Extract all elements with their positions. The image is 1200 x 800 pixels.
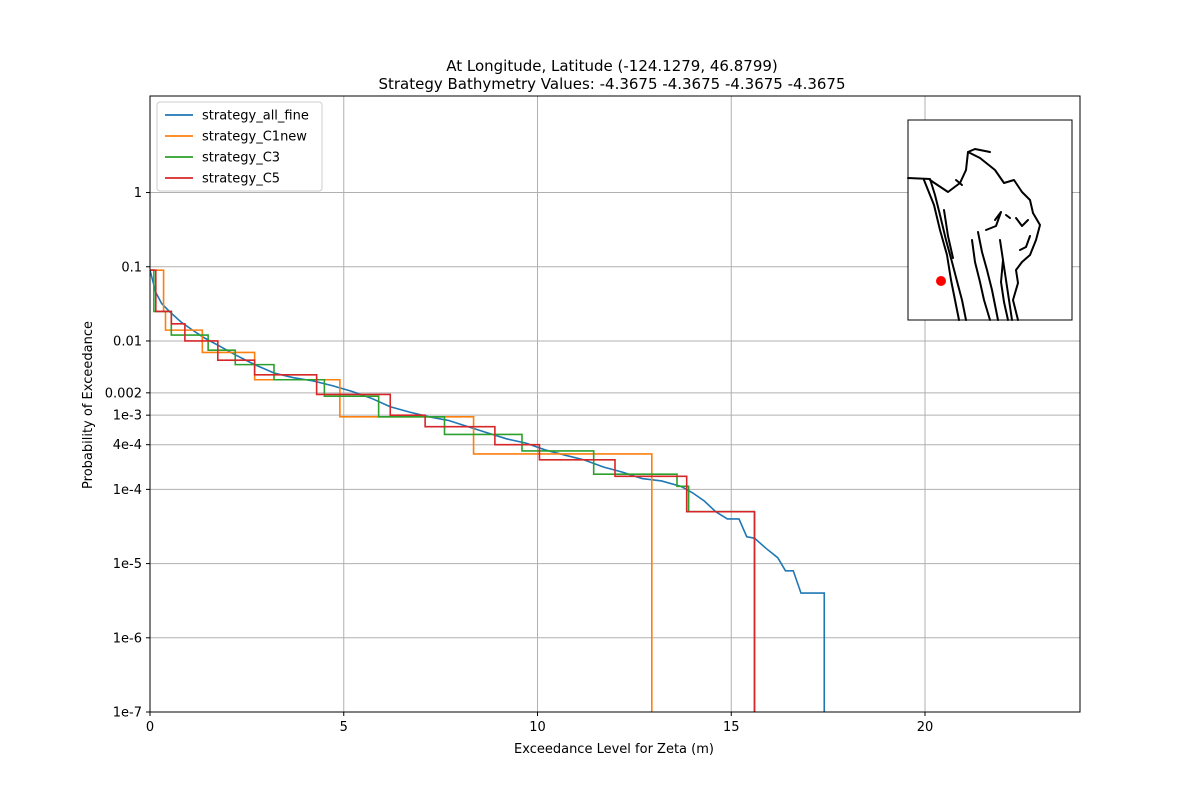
x-tick-label: 5 bbox=[340, 720, 348, 735]
y-axis-label: Probability of Exceedance bbox=[81, 321, 96, 489]
y-tick-label: 4e-4 bbox=[113, 438, 142, 453]
y-tick-label: 1 bbox=[134, 186, 142, 201]
series-lines bbox=[150, 269, 826, 712]
axes: 0 5 10 15 20 1e-7 1e-6 1e-5 1e-4 4e-4 1e-3 0.002 0.0… bbox=[105, 95, 1081, 735]
series-line-strategy_C5 bbox=[150, 269, 756, 712]
coastline-shape bbox=[907, 148, 1041, 321]
x-tick-label: 0 bbox=[146, 720, 154, 735]
legend-box bbox=[156, 101, 323, 192]
legend-label-strategy_C3: strategy_C3 bbox=[202, 151, 280, 166]
legend-label-strategy_C1new: strategy_C1new bbox=[202, 130, 307, 145]
x-tick-label: 10 bbox=[529, 720, 546, 735]
chart-title-line2: Strategy Bathymetry Values: -4.3675 -4.3… bbox=[378, 75, 845, 93]
x-tick-label: 15 bbox=[723, 720, 740, 735]
series-line-strategy_C1new bbox=[150, 269, 653, 712]
legend: strategy_all_fine strategy_C1new strategy_… bbox=[156, 101, 323, 192]
location-marker bbox=[936, 276, 946, 286]
plot-frame bbox=[149, 95, 1081, 713]
x-axis-label: Exceedance Level for Zeta (m) bbox=[514, 742, 714, 757]
inset-map bbox=[907, 119, 1073, 321]
y-tick-label: 1e-7 bbox=[113, 706, 142, 721]
y-tick-label: 1e-3 bbox=[113, 409, 142, 424]
x-tick-label: 20 bbox=[917, 720, 934, 735]
legend-label-strategy_C5: strategy_C5 bbox=[202, 172, 280, 187]
series-line-strategy_all_fine bbox=[150, 269, 826, 712]
y-tick-label: 0.01 bbox=[113, 334, 142, 349]
series-line-strategy_C3 bbox=[150, 269, 756, 712]
y-tick-label: 1e-6 bbox=[113, 631, 142, 646]
inset-map-frame bbox=[907, 119, 1073, 321]
y-tick-label: 1e-5 bbox=[113, 557, 142, 572]
y-tick-label: 0.002 bbox=[105, 386, 142, 401]
y-tick-label: 0.1 bbox=[121, 260, 142, 275]
legend-label-strategy_all_fine: strategy_all_fine bbox=[202, 109, 309, 124]
chart-title-line1: At Longitude, Latitude (-124.1279, 46.87… bbox=[446, 57, 778, 75]
y-tick-label: 1e-4 bbox=[113, 483, 142, 498]
